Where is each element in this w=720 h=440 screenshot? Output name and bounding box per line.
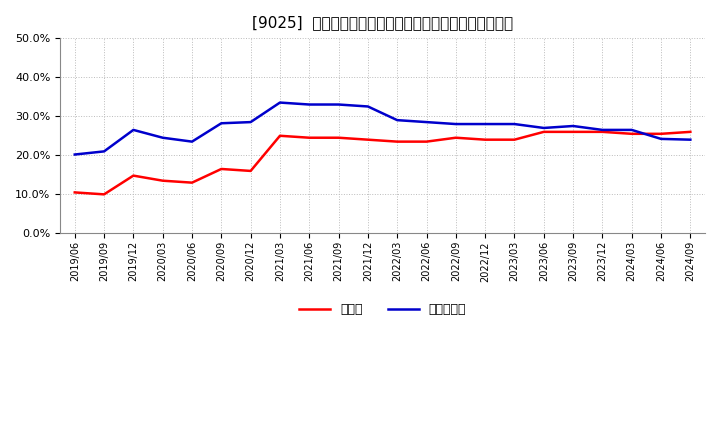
Line: 現預金: 現預金 — [75, 132, 690, 194]
現預金 — [686, 129, 695, 135]
現預金 — [158, 178, 167, 183]
現預金 — [276, 133, 284, 139]
有利子負債 — [657, 136, 665, 142]
有利子負債 — [598, 127, 607, 132]
現預金 — [129, 173, 138, 178]
有利子負債 — [334, 102, 343, 107]
現預金 — [393, 139, 402, 144]
現預金 — [422, 139, 431, 144]
有利子負債 — [129, 127, 138, 132]
現預金 — [539, 129, 548, 135]
現預金 — [188, 180, 197, 185]
現預金 — [451, 135, 460, 140]
有利子負債 — [305, 102, 314, 107]
現預金 — [246, 168, 255, 173]
有利子負債 — [627, 127, 636, 132]
Title: [9025]  現預金、有利子負債の総資産に対する比率の推移: [9025] 現預金、有利子負債の総資産に対する比率の推移 — [252, 15, 513, 30]
現預金 — [510, 137, 519, 142]
有利子負債 — [364, 104, 372, 109]
有利子負債 — [569, 123, 577, 128]
有利子負債 — [481, 121, 490, 127]
有利子負債 — [246, 119, 255, 125]
現預金 — [305, 135, 314, 140]
Legend: 現預金, 有利子負債: 現預金, 有利子負債 — [294, 298, 472, 321]
現預金 — [569, 129, 577, 135]
有利子負債 — [158, 135, 167, 140]
Line: 有利子負債: 有利子負債 — [75, 103, 690, 154]
現預金 — [627, 131, 636, 136]
現預金 — [100, 192, 109, 197]
有利子負債 — [188, 139, 197, 144]
有利子負債 — [539, 125, 548, 131]
現預金 — [71, 190, 79, 195]
現預金 — [481, 137, 490, 142]
有利子負債 — [451, 121, 460, 127]
現預金 — [334, 135, 343, 140]
現預金 — [598, 129, 607, 135]
有利子負債 — [510, 121, 519, 127]
有利子負債 — [217, 121, 225, 126]
現預金 — [657, 131, 665, 136]
有利子負債 — [686, 137, 695, 142]
有利子負債 — [71, 152, 79, 157]
有利子負債 — [100, 149, 109, 154]
現預金 — [217, 166, 225, 172]
有利子負債 — [393, 117, 402, 123]
有利子負債 — [422, 119, 431, 125]
現預金 — [364, 137, 372, 142]
有利子負債 — [276, 100, 284, 105]
